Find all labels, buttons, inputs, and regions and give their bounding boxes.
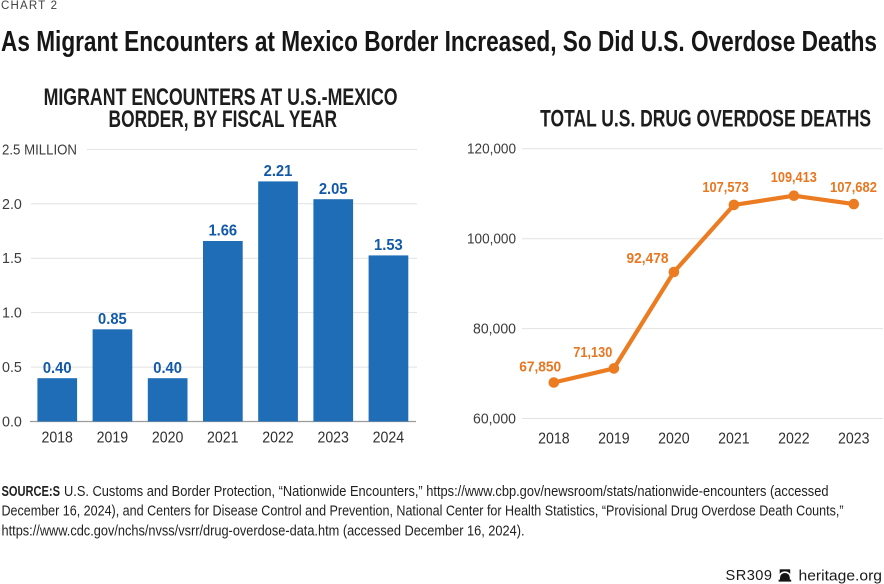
svg-text:2021: 2021 xyxy=(207,430,239,447)
svg-text:0.0: 0.0 xyxy=(2,415,22,431)
svg-text:109,413: 109,413 xyxy=(771,169,817,186)
svg-text:2018: 2018 xyxy=(538,431,570,448)
svg-text:2023: 2023 xyxy=(838,431,870,448)
svg-text:CHART 2: CHART 2 xyxy=(1,0,58,12)
svg-text:2024: 2024 xyxy=(373,430,405,447)
svg-text:1.66: 1.66 xyxy=(208,223,237,240)
svg-text:1.5: 1.5 xyxy=(2,251,22,267)
svg-text:71,130: 71,130 xyxy=(573,344,612,361)
svg-text:BORDER, BY FISCAL YEAR: BORDER, BY FISCAL YEAR xyxy=(109,106,338,133)
svg-text:60,000: 60,000 xyxy=(473,411,516,427)
svg-text:80,000: 80,000 xyxy=(473,322,516,338)
svg-text:MIGRANT ENCOUNTERS AT U.S.-MEX: MIGRANT ENCOUNTERS AT U.S.-MEXICO xyxy=(44,84,398,111)
svg-text:TOTAL U.S. DRUG OVERDOSE DEATH: TOTAL U.S. DRUG OVERDOSE DEATHS xyxy=(540,105,871,132)
svg-text:2022: 2022 xyxy=(262,430,294,447)
svg-text:1.0: 1.0 xyxy=(2,306,22,322)
svg-text:1.53: 1.53 xyxy=(374,237,403,254)
svg-text:0.40: 0.40 xyxy=(153,360,182,377)
svg-text:107,573: 107,573 xyxy=(702,179,749,196)
svg-text:2023: 2023 xyxy=(317,430,349,447)
svg-text:2020: 2020 xyxy=(658,431,690,448)
svg-text:0.5: 0.5 xyxy=(2,360,22,376)
svg-text:100,000: 100,000 xyxy=(467,232,516,248)
svg-text:https://www.cdc.gov/nchs/nvss/: https://www.cdc.gov/nchs/nvss/vsrr/drug-… xyxy=(2,523,525,540)
svg-text:2018: 2018 xyxy=(41,430,73,447)
svg-text:120,000: 120,000 xyxy=(467,142,516,158)
svg-text:2021: 2021 xyxy=(718,431,750,448)
svg-text:2.05: 2.05 xyxy=(319,181,348,198)
svg-text:92,478: 92,478 xyxy=(627,250,669,267)
svg-text:2020: 2020 xyxy=(152,430,184,447)
svg-text:2.21: 2.21 xyxy=(264,163,293,180)
svg-text:0.85: 0.85 xyxy=(98,311,127,328)
svg-text:heritage.org: heritage.org xyxy=(799,567,883,584)
svg-text:SR309: SR309 xyxy=(726,567,773,584)
svg-text:December 16, 2024), and Center: December 16, 2024), and Centers for Dise… xyxy=(2,503,844,520)
svg-text:67,850: 67,850 xyxy=(519,359,561,376)
svg-text:2.0: 2.0 xyxy=(2,197,22,213)
svg-text:2019: 2019 xyxy=(598,431,630,448)
svg-text:107,682: 107,682 xyxy=(830,179,877,196)
svg-text:2.5 MILLION: 2.5 MILLION xyxy=(2,142,77,158)
svg-text:As Migrant Encounters at Mexic: As Migrant Encounters at Mexico Border I… xyxy=(1,26,877,58)
svg-text:U.S. Customs and Border Protec: U.S. Customs and Border Protection, “Nat… xyxy=(64,483,829,500)
svg-text:2022: 2022 xyxy=(778,431,810,448)
svg-text:2019: 2019 xyxy=(97,430,129,447)
svg-text:0.40: 0.40 xyxy=(43,360,72,377)
svg-text:SOURCE:S: SOURCE:S xyxy=(2,483,61,500)
